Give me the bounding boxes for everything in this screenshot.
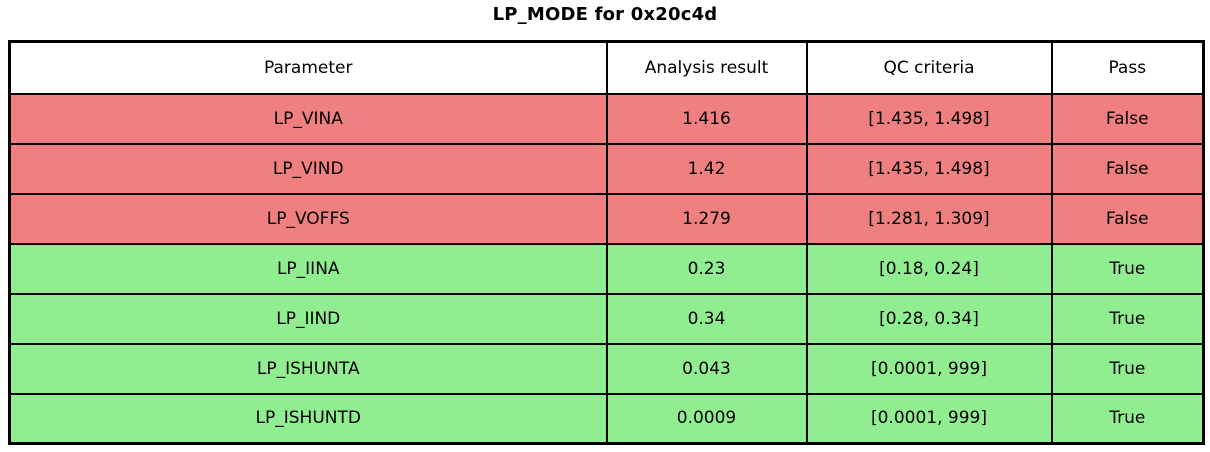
parameter-cell: LP_ISHUNTA <box>8 342 608 395</box>
pass-cell: True <box>1050 292 1205 345</box>
qc-criteria-cell: [1.281, 1.309] <box>805 192 1053 245</box>
qc-criteria-cell: [1.435, 1.498] <box>805 92 1053 145</box>
analysis-result-cell: 1.279 <box>605 192 808 245</box>
analysis-result-cell: 0.34 <box>605 292 808 345</box>
column-header-pass: Pass <box>1050 40 1205 95</box>
pass-cell: False <box>1050 192 1205 245</box>
parameter-cell: LP_VIND <box>8 142 608 195</box>
table-row: LP_IIND 0.34 [0.28, 0.34] True <box>8 292 1205 345</box>
table-row: LP_ISHUNTD 0.0009 [0.0001, 999] True <box>8 392 1205 445</box>
parameter-cell: LP_IINA <box>8 242 608 295</box>
qc-criteria-cell: [0.28, 0.34] <box>805 292 1053 345</box>
page-title: LP_MODE for 0x20c4d <box>492 4 718 25</box>
column-header-qc-criteria: QC criteria <box>805 40 1053 95</box>
qc-table: Parameter Analysis result QC criteria Pa… <box>8 40 1205 445</box>
table-row: LP_ISHUNTA 0.043 [0.0001, 999] True <box>8 342 1205 395</box>
analysis-result-cell: 0.0009 <box>605 392 808 445</box>
qc-table-header: Parameter Analysis result QC criteria Pa… <box>8 40 1205 95</box>
pass-cell: True <box>1050 392 1205 445</box>
parameter-cell: LP_IIND <box>8 292 608 345</box>
table-row: LP_IINA 0.23 [0.18, 0.24] True <box>8 242 1205 295</box>
pass-cell: True <box>1050 242 1205 295</box>
qc-table-body: LP_VINA 1.416 [1.435, 1.498] False LP_VIND 1.… <box>8 92 1205 445</box>
pass-cell: True <box>1050 342 1205 395</box>
pass-cell: False <box>1050 92 1205 145</box>
pass-cell: False <box>1050 142 1205 195</box>
analysis-result-cell: 1.42 <box>605 142 808 195</box>
table-row: LP_VINA 1.416 [1.435, 1.498] False <box>8 92 1205 145</box>
qc-criteria-cell: [0.18, 0.24] <box>805 242 1053 295</box>
analysis-result-cell: 0.23 <box>605 242 808 295</box>
header-row: Parameter Analysis result QC criteria Pa… <box>8 40 1205 95</box>
parameter-cell: LP_VOFFS <box>8 192 608 245</box>
qc-criteria-cell: [1.435, 1.498] <box>805 142 1053 195</box>
qc-criteria-cell: [0.0001, 999] <box>805 392 1053 445</box>
column-header-parameter: Parameter <box>8 40 608 95</box>
table-row: LP_VOFFS 1.279 [1.281, 1.309] False <box>8 192 1205 245</box>
parameter-cell: LP_ISHUNTD <box>8 392 608 445</box>
column-header-analysis-result: Analysis result <box>605 40 808 95</box>
parameter-cell: LP_VINA <box>8 92 608 145</box>
table-row: LP_VIND 1.42 [1.435, 1.498] False <box>8 142 1205 195</box>
qc-criteria-cell: [0.0001, 999] <box>805 342 1053 395</box>
analysis-result-cell: 0.043 <box>605 342 808 395</box>
analysis-result-cell: 1.416 <box>605 92 808 145</box>
